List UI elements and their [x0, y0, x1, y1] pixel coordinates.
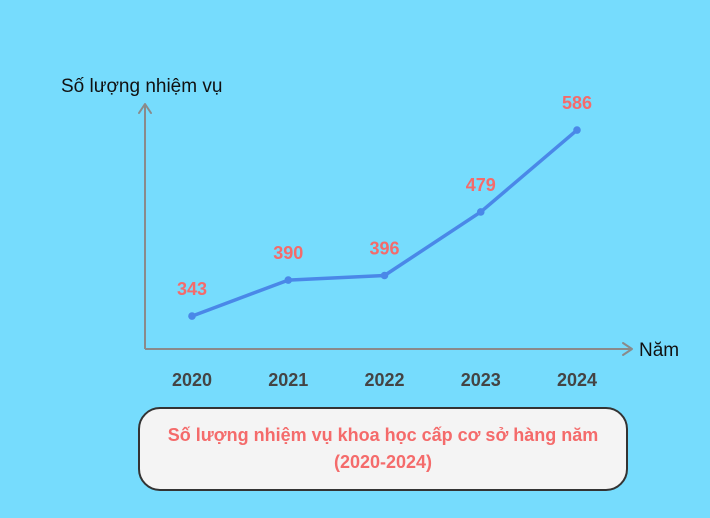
- series-layer: [188, 126, 581, 320]
- data-label: 396: [369, 239, 399, 259]
- data-point: [476, 208, 485, 216]
- caption-line-2: (2020-2024): [333, 452, 433, 472]
- chart-caption: Số lượng nhiệm vụ khoa học cấp cơ sở hàn…: [140, 422, 626, 476]
- x-tick-label: 2021: [268, 370, 308, 390]
- x-axis-label: Năm: [639, 340, 679, 361]
- data-label: 586: [562, 93, 592, 113]
- data-point: [188, 312, 196, 320]
- data-label: 343: [177, 279, 207, 299]
- caption-line-1: Số lượng nhiệm vụ khoa học cấp cơ sở hàn…: [167, 425, 599, 445]
- y-axis-arrow: [138, 103, 152, 114]
- data-point: [573, 126, 581, 134]
- x-tick-label: 2020: [172, 370, 212, 390]
- x-tick-label: 2022: [364, 370, 404, 390]
- data-point: [380, 271, 389, 280]
- axes: [138, 103, 633, 356]
- x-tick-label: 2023: [461, 370, 501, 390]
- x-axis-arrow: [622, 342, 633, 356]
- series-line: [190, 128, 579, 318]
- data-label: 390: [273, 243, 303, 263]
- data-label: 479: [466, 175, 496, 195]
- labels-layer: Số lượng nhiệm vụ Năm 2020 2021 2022 2023 2024…: [61, 76, 679, 390]
- x-tick-label: 2024: [557, 370, 597, 390]
- chart-caption-box: Số lượng nhiệm vụ khoa học cấp cơ sở hàn…: [138, 407, 628, 491]
- y-axis-label: Số lượng nhiệm vụ: [61, 76, 222, 97]
- data-point: [284, 276, 293, 284]
